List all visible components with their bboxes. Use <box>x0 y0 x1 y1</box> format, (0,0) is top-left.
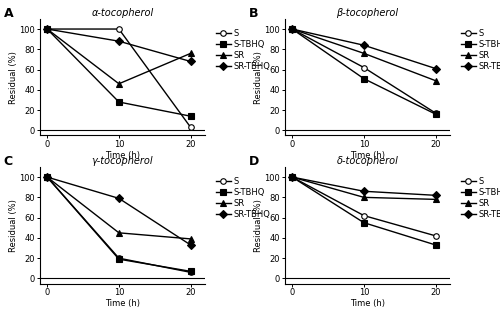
Legend: S, S-TBHQ, SR, SR-TBHQ: S, S-TBHQ, SR, SR-TBHQ <box>216 29 270 71</box>
Y-axis label: Residual (%): Residual (%) <box>9 199 18 252</box>
Legend: S, S-TBHQ, SR, SR-TBHQ: S, S-TBHQ, SR, SR-TBHQ <box>216 177 270 219</box>
Legend: S, S-TBHQ, SR, SR-TBHQ: S, S-TBHQ, SR, SR-TBHQ <box>461 177 500 219</box>
Text: D: D <box>248 155 259 168</box>
Legend: S, S-TBHQ, SR, SR-TBHQ: S, S-TBHQ, SR, SR-TBHQ <box>461 29 500 71</box>
Y-axis label: Residual (%): Residual (%) <box>254 199 263 252</box>
X-axis label: Time (h): Time (h) <box>350 299 385 308</box>
Y-axis label: Residual (%): Residual (%) <box>9 51 18 104</box>
Text: A: A <box>4 7 14 20</box>
Y-axis label: Residual (%): Residual (%) <box>254 51 263 104</box>
Title: δ-tocopherol: δ-tocopherol <box>336 156 398 166</box>
Text: B: B <box>248 7 258 20</box>
Title: γ-tocopherol: γ-tocopherol <box>92 156 154 166</box>
X-axis label: Time (h): Time (h) <box>105 151 140 160</box>
Title: α-tocopherol: α-tocopherol <box>92 8 154 18</box>
Title: β-tocopherol: β-tocopherol <box>336 8 398 18</box>
X-axis label: Time (h): Time (h) <box>350 151 385 160</box>
X-axis label: Time (h): Time (h) <box>105 299 140 308</box>
Text: C: C <box>4 155 13 168</box>
